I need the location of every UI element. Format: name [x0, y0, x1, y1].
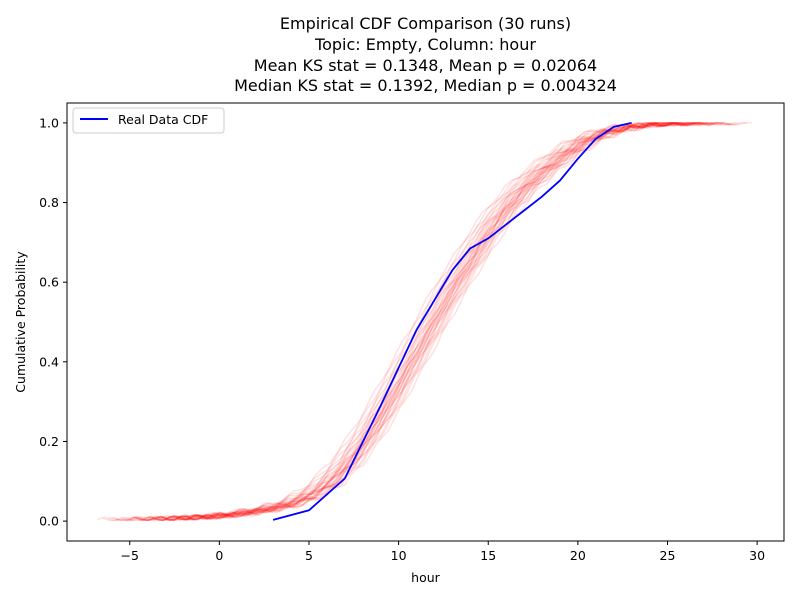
y-tick-label: 0.2 — [39, 434, 59, 449]
real-data-series — [272, 122, 632, 521]
simulated-run-line — [115, 122, 718, 522]
simulated-run-line — [120, 122, 722, 522]
title-line-1: Empirical CDF Comparison (30 runs) — [280, 14, 571, 33]
legend-box — [72, 107, 225, 134]
simulated-run-line — [154, 122, 704, 522]
simulated-run-line — [204, 122, 715, 521]
simulated-run-line — [210, 122, 747, 519]
simulated-run-line — [111, 122, 677, 522]
x-tick-label: 10 — [391, 548, 407, 563]
y-tick-label: 1.0 — [39, 115, 59, 130]
y-axis-label: Cumulative Probability — [13, 251, 28, 393]
simulated-run-line — [129, 122, 700, 522]
simulated-run-line — [158, 122, 659, 522]
simulated-run-line — [172, 122, 672, 521]
simulated-run-line — [102, 122, 690, 522]
y-tick-label: 0.4 — [39, 354, 59, 369]
simulated-run-line — [183, 122, 708, 521]
simulated-run-line — [186, 122, 733, 522]
y-tick-label: 0.8 — [39, 195, 59, 210]
x-axis: −5 0 5 10 15 20 25 30 — [121, 541, 765, 563]
x-tick-label: −5 — [121, 548, 139, 563]
simulated-run-line — [174, 122, 731, 521]
simulated-run-line — [97, 122, 752, 522]
x-tick-label: 20 — [570, 548, 586, 563]
title-line-3: Mean KS stat = 0.1348, Mean p = 0.02064 — [254, 56, 597, 75]
legend-label-real-data: Real Data CDF — [118, 112, 208, 127]
simulated-run-line — [140, 122, 711, 522]
title-line-2: Topic: Empty, Column: hour — [314, 35, 536, 54]
chart-title: Empirical CDF Comparison (30 runs) Topic… — [234, 14, 617, 95]
real-data-line — [272, 122, 632, 521]
x-tick-label: 15 — [480, 548, 496, 563]
y-tick-label: 0.6 — [39, 275, 59, 290]
x-axis-label: hour — [411, 570, 440, 585]
simulated-run-line — [126, 122, 693, 522]
simulated-run-line — [133, 122, 679, 522]
plot-frame — [66, 102, 785, 542]
y-tick-label: 0.0 — [39, 514, 59, 529]
x-tick-label: 30 — [749, 548, 765, 563]
simulated-run-line — [108, 122, 702, 522]
legend: Real Data CDF — [72, 107, 225, 134]
x-tick-label: 0 — [215, 548, 223, 563]
simulated-run-line — [136, 122, 688, 522]
title-line-4: Median KS stat = 0.1392, Median p = 0.00… — [234, 76, 617, 95]
x-tick-label: 25 — [660, 548, 676, 563]
x-tick-label: 5 — [305, 548, 313, 563]
y-axis: 0.0 0.2 0.4 0.6 0.8 1.0 — [39, 115, 67, 529]
simulated-run-line — [147, 122, 695, 522]
simulated-run-line — [192, 122, 665, 521]
simulated-run-line — [201, 122, 736, 520]
simulated-run-line — [179, 122, 683, 521]
simulated-run-line — [143, 122, 740, 522]
simulated-run-line — [150, 122, 668, 522]
simulated-run-line — [161, 122, 726, 522]
simulated-run-line — [156, 122, 686, 522]
simulated-runs — [97, 122, 752, 522]
